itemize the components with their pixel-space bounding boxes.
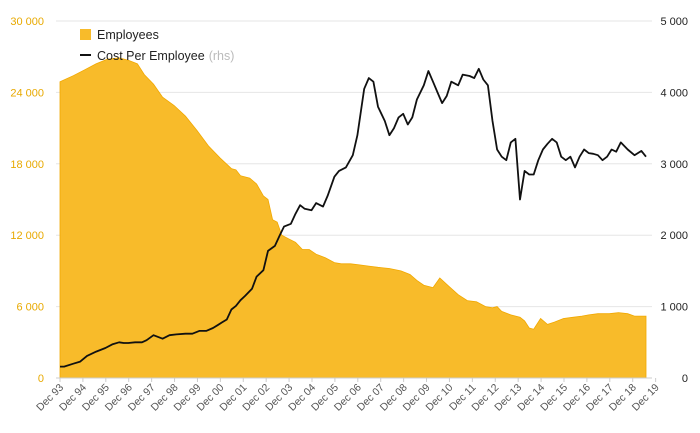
- left-tick-label: 12 000: [10, 230, 44, 242]
- left-tick-label: 24 000: [10, 87, 44, 99]
- left-tick-label: 30 000: [10, 16, 44, 28]
- legend-label-cost-name: Cost Per Employee: [97, 49, 205, 63]
- employees-area: [59, 57, 647, 379]
- left-axis-ticks: 0 6 000 12 000 18 000 24 000 30 000: [10, 16, 44, 385]
- right-tick-label: 4 000: [660, 87, 688, 99]
- right-tick-label: 5 000: [660, 16, 688, 28]
- right-axis-ticks: 0 1 000 2 000 3 000 4 000 5 000: [660, 16, 688, 385]
- left-tick-label: 18 000: [10, 159, 44, 171]
- right-tick-label: 3 000: [660, 159, 688, 171]
- right-tick-label: 1 000: [660, 302, 688, 314]
- legend-label-cost-note: (rhs): [209, 49, 235, 63]
- left-tick-label: 6 000: [16, 302, 44, 314]
- left-tick-label: 0: [38, 373, 44, 385]
- legend-label-cost-per-employee: Cost Per Employee (rhs): [97, 49, 234, 63]
- legend-label-employees: Employees: [97, 28, 159, 42]
- cost-per-employee-line: [60, 67, 647, 368]
- legend: Employees Cost Per Employee (rhs): [80, 28, 234, 63]
- right-tick-label: 0: [682, 373, 688, 385]
- right-tick-label: 2 000: [660, 230, 688, 242]
- legend-swatch-employees: [80, 29, 91, 40]
